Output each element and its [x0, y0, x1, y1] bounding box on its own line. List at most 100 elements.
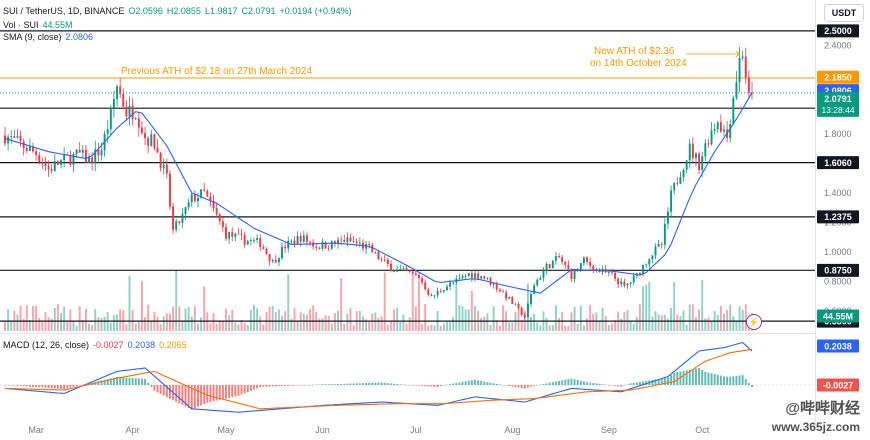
- macd-histogram-bar: [424, 385, 427, 387]
- macd-histogram-bar: [324, 384, 327, 385]
- macd-label[interactable]: MACD (12, 26, close): [3, 340, 90, 350]
- macd-histogram-bar: [498, 384, 501, 385]
- candle-body: [277, 258, 280, 263]
- macd-histogram-bar: [346, 383, 349, 385]
- candle-body: [380, 259, 383, 261]
- macd-histogram-bar: [355, 383, 358, 385]
- candle-body: [427, 289, 430, 295]
- candle-body: [327, 248, 330, 250]
- sma-label[interactable]: SMA (9, close): [3, 32, 62, 42]
- candle-body: [695, 153, 697, 159]
- candle-body: [318, 247, 321, 249]
- volume-bar: [293, 308, 296, 331]
- macd-histogram-bar: [162, 385, 165, 396]
- macd-histogram-bar: [523, 385, 526, 389]
- macd-histogram-bar: [187, 385, 190, 409]
- candle-body: [16, 136, 19, 138]
- candle-body: [626, 283, 629, 286]
- candle-body: [265, 248, 268, 254]
- macd-histogram-bar: [393, 383, 396, 385]
- ath-tag-bg: [817, 70, 859, 84]
- volume-bar: [635, 317, 638, 331]
- macd-histogram-bar: [421, 385, 424, 386]
- candle-body: [417, 274, 420, 279]
- macd-histogram-bar: [144, 378, 147, 385]
- lightning-icon[interactable]: ⚡: [746, 314, 762, 330]
- candle-body: [567, 264, 570, 270]
- candle-body: [28, 146, 31, 151]
- macd-histogram-bar: [215, 385, 218, 401]
- candle-body: [75, 149, 78, 154]
- volume-bar: [287, 274, 290, 331]
- volume-bar: [237, 324, 240, 331]
- macd-histogram-bar: [751, 385, 753, 388]
- candle-body: [271, 260, 274, 262]
- macd-histogram-bar: [22, 385, 25, 387]
- candle-body: [253, 239, 255, 241]
- macd-histogram-bar: [81, 384, 84, 386]
- candle-body: [249, 240, 252, 241]
- new-ath-annotation-line1: New ATH of $2.36: [594, 46, 675, 57]
- volume-bar: [383, 272, 386, 331]
- macd-histogram-bar: [225, 385, 227, 399]
- volume-bar: [676, 314, 679, 331]
- macd-histogram-bar: [660, 378, 663, 385]
- macd-histogram-bar: [530, 385, 532, 387]
- last-price-tag-bg: [817, 91, 859, 117]
- macd-histogram-bar: [629, 383, 632, 385]
- macd-histogram-bar: [380, 382, 383, 385]
- volume-bar: [511, 322, 514, 331]
- macd-histogram-bar: [582, 381, 585, 385]
- volume-label[interactable]: Vol · SUI: [3, 20, 39, 30]
- volume-bar: [417, 280, 420, 331]
- macd-histogram-bar: [175, 385, 178, 402]
- pair-label[interactable]: SUI / TetherUS, 1D, BINANCE: [3, 6, 125, 16]
- volume-bar: [125, 324, 128, 331]
- macd-histogram-bar: [122, 377, 125, 385]
- new-ath-annotation-line2: on 14th October 2024: [590, 58, 687, 69]
- macd-histogram-bar: [408, 385, 411, 386]
- volume-bar: [140, 280, 143, 331]
- candle-body: [673, 182, 676, 191]
- candle-body: [312, 242, 315, 247]
- macd-histogram-bar: [704, 371, 707, 385]
- macd-histogram-bar: [551, 382, 554, 385]
- candle-body: [657, 243, 660, 247]
- macd-histogram-bar: [514, 385, 517, 388]
- macd-histogram-bar: [610, 385, 613, 386]
- macd-histogram-bar: [558, 380, 560, 385]
- candle-body: [168, 173, 171, 207]
- macd-histogram-bar: [682, 370, 685, 385]
- volume-bar: [492, 306, 495, 331]
- countdown-tag: 13:28:44: [821, 105, 854, 115]
- volume-bar: [243, 322, 246, 331]
- level-tag: 2.5000: [824, 26, 852, 36]
- candle-body: [408, 270, 411, 272]
- macd-histogram-bar: [464, 381, 467, 385]
- macd-histogram-bar: [268, 385, 271, 387]
- volume-bar: [449, 322, 452, 331]
- macd-histogram-bar: [296, 385, 299, 386]
- volume-tag-bg: [817, 309, 859, 323]
- candle-body: [200, 189, 203, 198]
- candle-body: [470, 273, 473, 278]
- currency-button[interactable]: USDT: [824, 4, 864, 22]
- candle-body: [53, 161, 56, 171]
- level-tag-bg: [817, 263, 859, 277]
- macd-histogram-bar: [159, 385, 162, 394]
- volume-bar: [75, 325, 78, 331]
- candle-body: [514, 303, 517, 305]
- candle-body: [337, 239, 340, 245]
- candle-body: [231, 232, 234, 237]
- volume-bar: [218, 320, 221, 331]
- candle-body: [50, 169, 53, 171]
- macd-histogram-bar: [710, 373, 713, 385]
- candle-body: [548, 263, 551, 269]
- candle-body: [262, 247, 265, 249]
- x-tick-label: Apr: [126, 425, 140, 435]
- candle-body: [225, 227, 227, 239]
- volume-bar: [361, 316, 364, 331]
- macd-histogram-bar: [657, 378, 660, 385]
- candle-body: [701, 156, 704, 171]
